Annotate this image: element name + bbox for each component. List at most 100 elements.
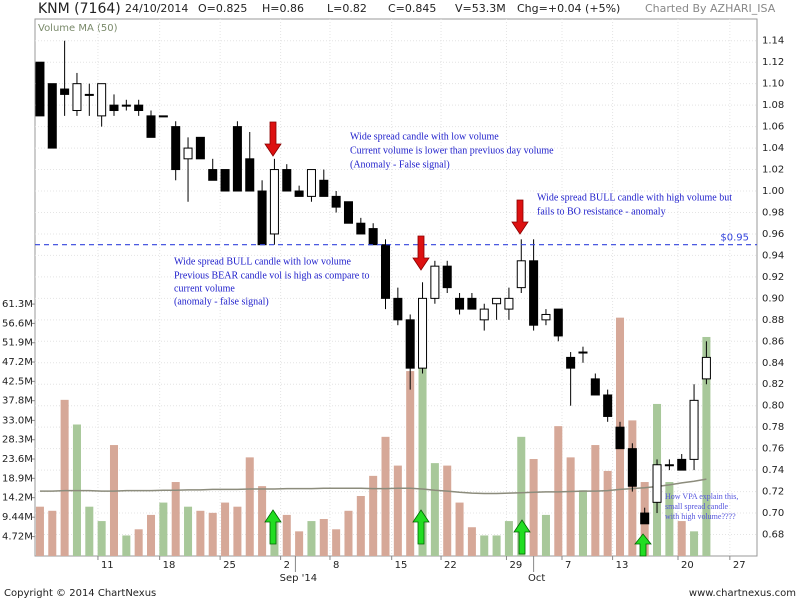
candle-body — [294, 190, 304, 197]
header-open: O=0.825 — [198, 2, 247, 15]
y-tick-label: 0.96 — [762, 229, 784, 240]
candle-body — [134, 104, 144, 112]
candle-body — [331, 195, 341, 208]
volume-bar — [578, 490, 587, 556]
y-tick-label: 1.02 — [762, 165, 784, 176]
candle-body — [442, 265, 452, 289]
y-tick-label: 0.92 — [762, 272, 784, 283]
y-tick-label: 0.88 — [762, 315, 784, 326]
y2-tick-label: 9.44M — [2, 512, 33, 523]
candle-body — [380, 244, 391, 299]
volume-bar — [591, 445, 600, 556]
candle-body — [97, 83, 107, 117]
candle-body — [269, 169, 279, 235]
volume-bar — [517, 436, 526, 556]
volume-bar — [665, 482, 674, 556]
y-tick-label: 0.84 — [762, 358, 784, 369]
volume-bar — [690, 531, 699, 556]
candle-body — [232, 126, 242, 192]
header-close: C=0.845 — [388, 2, 436, 15]
candle-body — [158, 115, 168, 118]
candle-body — [343, 201, 353, 224]
x-tick-label: 8 — [333, 560, 339, 571]
y2-tick-label: 14.2M — [2, 493, 33, 504]
y-tick-label: 0.72 — [762, 487, 784, 498]
volume-bar — [480, 535, 489, 556]
candle-body — [306, 169, 316, 197]
x-tick-label: 20 — [681, 560, 694, 571]
volume-bar — [406, 371, 415, 556]
candle-body — [652, 464, 662, 503]
header-volume: V=53.3M — [455, 2, 506, 15]
arrow-up — [412, 509, 430, 545]
volume-bar — [171, 482, 180, 556]
y-tick-label: 0.74 — [762, 465, 784, 476]
arrow-up — [634, 533, 652, 557]
volume-bar — [541, 514, 550, 556]
volume-bar — [134, 529, 143, 556]
y-tick-label: 1.00 — [762, 186, 784, 197]
candle-body — [319, 179, 329, 197]
volume-bar — [702, 336, 711, 556]
candle-body — [405, 319, 415, 369]
arrow-down — [264, 121, 282, 157]
annotation: (anomaly - false signal) — [174, 296, 269, 307]
volume-bar — [529, 459, 538, 556]
volume-bar — [35, 506, 44, 556]
candle-body — [35, 61, 45, 117]
volume-bar — [245, 457, 254, 556]
volume-bar — [196, 510, 205, 556]
volume-bar — [554, 426, 563, 556]
header-change: Chg=+0.04 (+5%) — [517, 2, 620, 15]
volume-bar — [381, 436, 390, 556]
candle-body — [492, 297, 502, 305]
candle-body — [171, 126, 181, 171]
candle-body — [195, 136, 205, 160]
y-tick-label: 0.90 — [762, 293, 784, 304]
y2-tick-label: 37.8M — [2, 396, 33, 407]
candle-body — [430, 265, 440, 299]
header-date: 24/10/2014 — [125, 2, 188, 15]
candle-body — [479, 308, 489, 321]
resistance-label: $0.95 — [720, 233, 749, 244]
candle-body — [590, 378, 600, 396]
x-tick-label: 22 — [444, 560, 457, 571]
volume-bar — [492, 535, 501, 556]
arrow-up — [264, 509, 282, 545]
annotation: (Anomaly - False signal) — [350, 159, 450, 170]
y-tick-label: 1.04 — [762, 143, 784, 154]
candle-body — [60, 88, 70, 95]
candle-body — [553, 308, 563, 337]
volume-bar — [418, 301, 427, 556]
y-tick-label: 1.12 — [762, 57, 784, 68]
chart-title: KNM (7164) — [38, 1, 121, 17]
annotation: Wide spread BULL candle with low volume — [174, 256, 352, 267]
candle-body — [356, 222, 366, 235]
red-arrows — [264, 121, 529, 271]
annotation: Wide spread candle with low volume — [350, 131, 499, 142]
arrow-down — [511, 199, 529, 235]
y2-tick-label: 56.6M — [2, 318, 33, 329]
volume-bar — [258, 486, 267, 556]
candle-body — [208, 169, 218, 181]
volume-bar — [369, 475, 378, 556]
y2-tick-label: 51.9M — [2, 338, 33, 349]
volume-bar — [677, 521, 686, 556]
candle-body — [615, 426, 625, 450]
candle-body — [504, 297, 514, 310]
annotation: Current volume is lower than previuos da… — [350, 145, 554, 156]
candle-body — [529, 260, 539, 326]
candle-body — [47, 83, 57, 149]
volume-bar — [319, 519, 328, 556]
y-tick-label: 0.98 — [762, 207, 784, 218]
footer-right: www.chartnexus.com — [689, 588, 796, 599]
y2-tick-label: 47.2M — [2, 357, 33, 368]
month-label: Sep '14 — [280, 573, 318, 584]
y-tick-label: 0.86 — [762, 336, 784, 347]
x-tick-label: 11 — [101, 560, 114, 571]
x-tick-label: 25 — [223, 560, 236, 571]
y2-tick-label: 42.5M — [2, 376, 33, 387]
x-tick-label: 7 — [565, 560, 571, 571]
candle-body — [578, 351, 588, 354]
volume-bar — [393, 465, 402, 556]
